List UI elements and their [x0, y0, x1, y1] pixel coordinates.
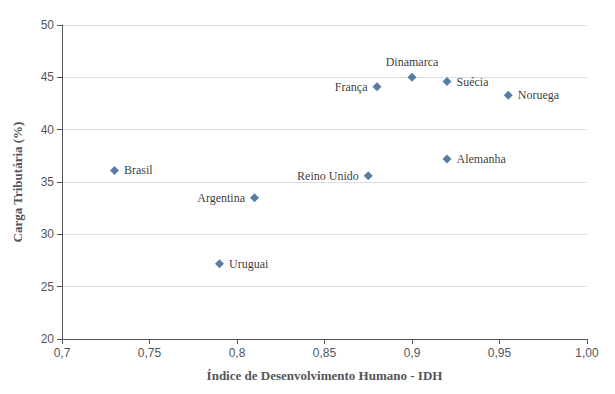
svg-text:Carga Tributária (%): Carga Tributária (%): [10, 122, 25, 243]
svg-text:Dinamarca: Dinamarca: [386, 55, 439, 69]
svg-text:0,9: 0,9: [404, 346, 421, 360]
svg-text:Suécia: Suécia: [457, 75, 490, 89]
svg-text:1,00: 1,00: [575, 346, 599, 360]
svg-text:40: 40: [41, 123, 55, 137]
svg-text:Noruega: Noruega: [518, 88, 560, 102]
svg-text:30: 30: [41, 227, 55, 241]
svg-text:Argentina: Argentina: [197, 191, 245, 205]
svg-text:0,95: 0,95: [488, 346, 512, 360]
svg-text:0,7: 0,7: [54, 346, 71, 360]
svg-text:0,85: 0,85: [313, 346, 337, 360]
svg-text:Alemanha: Alemanha: [457, 152, 507, 166]
svg-text:0,75: 0,75: [138, 346, 162, 360]
svg-text:20: 20: [41, 332, 55, 346]
svg-text:Uruguai: Uruguai: [229, 257, 269, 271]
svg-text:45: 45: [41, 70, 55, 84]
svg-text:Índice de Desenvolvimento Huma: Índice de Desenvolvimento Humano - IDH: [207, 368, 443, 383]
svg-text:25: 25: [41, 280, 55, 294]
svg-text:Reino Unido: Reino Unido: [297, 169, 359, 183]
svg-text:50: 50: [41, 18, 55, 32]
svg-text:Brasil: Brasil: [124, 163, 153, 177]
svg-text:0,8: 0,8: [229, 346, 246, 360]
svg-text:35: 35: [41, 175, 55, 189]
svg-text:França: França: [335, 80, 368, 94]
